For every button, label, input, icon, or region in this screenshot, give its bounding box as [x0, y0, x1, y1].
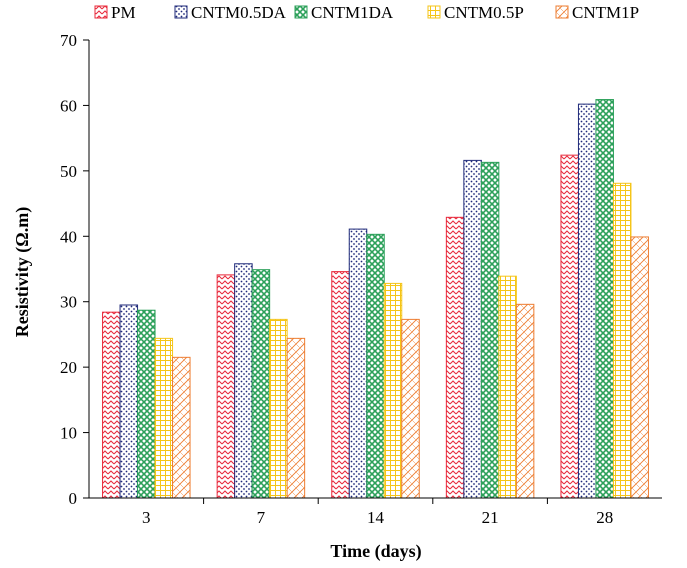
bar-cntm0-5da-day-28: [577, 103, 597, 499]
bar-cntm0-5da-day-14: [348, 228, 368, 499]
legend-label: CNTM0.5P: [444, 3, 524, 22]
bar-cntm0-5da-day-3: [119, 304, 139, 499]
x-tick-label: 21: [482, 508, 499, 527]
bar-cntm1p-day-3: [172, 356, 191, 499]
y-tick-label: 70: [60, 31, 77, 50]
x-tick-label: 3: [142, 508, 151, 527]
legend: PM CNTM0.5DA CNTM1DA CNTM0.5P CNTM1P: [94, 3, 639, 22]
y-tick-label: 40: [60, 227, 77, 246]
axes: 0 10 20 30 40 50 60 70 3 7 14 21 28: [60, 31, 662, 527]
bar-cntm0-5da-day-21: [463, 159, 482, 499]
bar-cntm0-5da-day-7: [234, 263, 253, 499]
y-tick-label: 50: [60, 162, 77, 181]
legend-swatch: [427, 5, 441, 19]
bar-pm-day-28: [560, 154, 579, 499]
bar-pm-day-3: [102, 311, 121, 499]
y-tick-label: 20: [60, 358, 77, 377]
legend-swatch: [294, 5, 308, 19]
y-tick-label: 10: [60, 424, 77, 443]
bar-cntm1da-day-14: [366, 233, 385, 499]
y-tick-label: 30: [60, 293, 77, 312]
legend-swatch: [94, 5, 108, 19]
bar-cntm1da-day-7: [251, 269, 271, 499]
x-tick-label: 14: [367, 508, 385, 527]
bar-cntm0-5p-day-14: [383, 282, 403, 499]
bar-cntm0-5p-day-7: [269, 318, 288, 499]
legend-label: CNTM1DA: [311, 3, 394, 22]
bar-cntm1p-day-21: [515, 303, 535, 499]
bar-cntm0-5p-day-21: [498, 275, 517, 499]
y-axis-title: Resistivity (Ω.m): [12, 207, 33, 337]
bar-pm-day-21: [445, 216, 465, 499]
legend-label: CNTM0.5DA: [191, 3, 287, 22]
legend-label: CNTM1P: [572, 3, 639, 22]
legend-swatch: [174, 5, 188, 19]
bar-cntm1da-day-28: [595, 99, 614, 499]
bar-cntm1p-day-28: [630, 236, 649, 499]
x-tick-label: 28: [596, 508, 613, 527]
bar-cntm1p-day-7: [286, 337, 306, 499]
legend-label: PM: [111, 3, 136, 22]
legend-swatch: [555, 5, 569, 19]
bar-cntm1p-day-14: [401, 318, 420, 499]
bar-cntm1da-day-3: [137, 309, 156, 499]
y-tick-label: 60: [60, 96, 77, 115]
bar-cntm0-5p-day-3: [154, 337, 174, 499]
bar-cntm1da-day-21: [480, 161, 500, 499]
bar-pm-day-14: [331, 271, 350, 499]
bars: [102, 99, 649, 499]
bar-pm-day-7: [216, 274, 236, 499]
x-axis-title: Time (days): [330, 541, 421, 562]
y-tick-label: 0: [69, 489, 78, 508]
x-tick-label: 7: [257, 508, 266, 527]
bar-cntm0-5p-day-28: [612, 182, 632, 499]
